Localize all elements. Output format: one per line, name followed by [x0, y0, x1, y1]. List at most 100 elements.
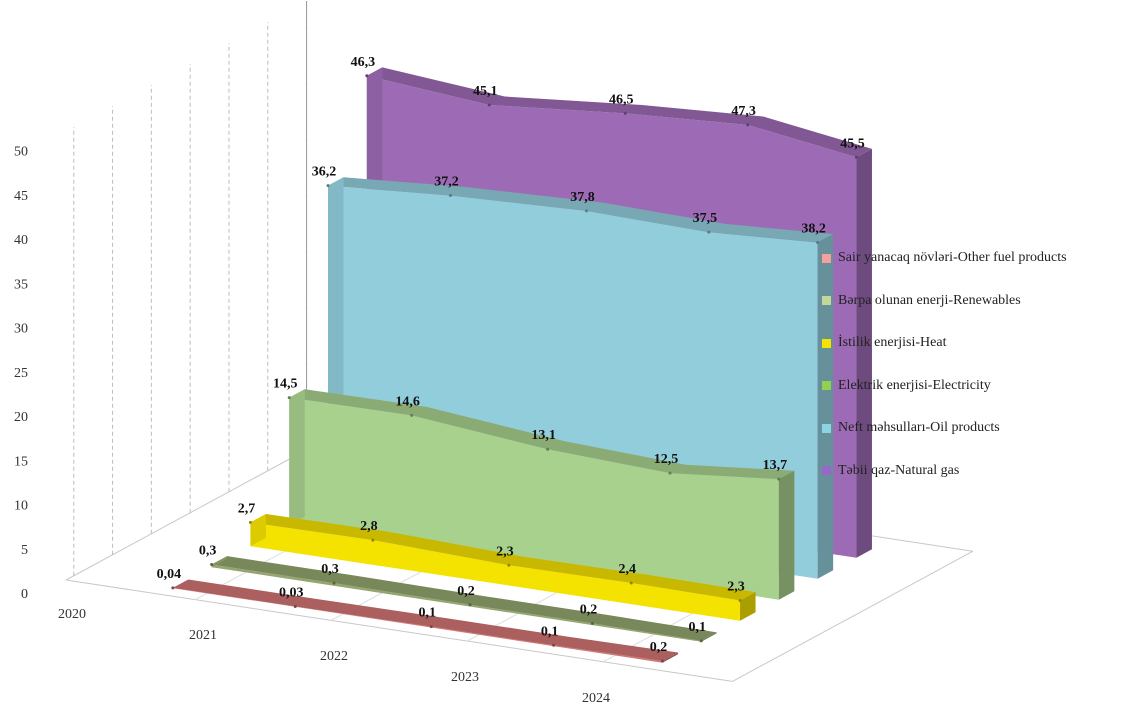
data-label: 37,8	[570, 190, 595, 205]
data-label: 0,03	[279, 586, 304, 601]
data-point	[487, 103, 491, 107]
data-label: 13,1	[531, 428, 556, 443]
data-point	[468, 603, 472, 607]
legend-item: İstilik enerjisi-Heat	[822, 333, 1132, 353]
data-point	[854, 155, 858, 159]
data-point	[287, 396, 291, 400]
series-4	[248, 514, 756, 621]
data-label: 2,3	[496, 544, 514, 559]
data-label: 38,2	[801, 222, 826, 237]
legend-item: Elektrik enerjisi-Electricity	[822, 376, 1132, 396]
plot-area	[171, 67, 872, 663]
series-top-face	[211, 556, 717, 641]
y-tick-label: 10	[14, 499, 28, 514]
series-top-face	[172, 579, 678, 661]
data-label: 37,2	[434, 174, 459, 189]
legend-swatch	[822, 253, 831, 263]
data-point	[293, 605, 297, 609]
y-tick-label: 0	[21, 587, 28, 602]
data-point	[699, 639, 703, 643]
legend-item: Bərpa olunan enerji-Renewables	[822, 291, 1132, 311]
data-label: 47,3	[731, 104, 756, 119]
data-label: 0,3	[321, 562, 339, 577]
data-point	[171, 586, 175, 590]
data-point	[816, 241, 820, 245]
series-6	[171, 579, 678, 663]
y-axis: 0 5 10 15 20 25 30 35 40 45 50	[14, 145, 28, 603]
series-side-face	[289, 389, 305, 526]
y-tick-label: 5	[21, 543, 28, 558]
data-point	[210, 563, 214, 567]
series-side-face	[172, 579, 189, 589]
legend-item: Sair yanacaq növləri-Other fuel products	[822, 248, 1132, 268]
legend: Sair yanacaq növləri-Other fuel products…	[822, 248, 1132, 503]
data-labels: 46,3 45,1 46,5 47,3 45,5 36,2 37,2 37,8 37,5 38,2…	[157, 55, 865, 655]
x-tick-label: 2022	[320, 649, 348, 664]
legend-label: Elektrik enerjisi-Electricity	[838, 377, 991, 393]
legend-label: Neft məhsulları-Oil products	[838, 420, 1000, 435]
data-point	[248, 520, 252, 524]
x-axis: 2020 2021 2022 2023 2024	[58, 607, 610, 706]
data-point	[448, 193, 452, 197]
x-tick-label: 2020	[58, 607, 86, 622]
floor-front-edge	[65, 579, 733, 682]
data-point	[332, 581, 336, 585]
data-point	[365, 74, 369, 78]
data-point	[429, 625, 433, 629]
data-label: 0,3	[199, 544, 217, 559]
legend-swatch	[822, 423, 831, 433]
series-top-face	[328, 177, 834, 243]
floor-right-edge	[732, 550, 974, 682]
legend-label: Bərpa olunan enerji-Renewables	[838, 292, 1021, 308]
legend-label: Sair yanacaq növləri-Other fuel products	[838, 250, 1067, 265]
data-point	[584, 209, 588, 213]
legend-swatch	[822, 338, 831, 348]
legend-item: Təbii qaz-Natural gas	[822, 461, 1132, 481]
y-tick-label: 40	[14, 233, 28, 248]
legend-label: İstilik enerjisi-Heat	[838, 335, 947, 350]
data-point	[660, 659, 664, 663]
data-point	[738, 598, 742, 602]
series-front-face	[289, 397, 779, 600]
data-label: 0,1	[688, 620, 706, 635]
data-point	[507, 563, 511, 567]
y-tick-label: 35	[14, 277, 28, 292]
x-tick-label: 2024	[582, 691, 610, 706]
legend-swatch	[822, 296, 831, 305]
data-label: 0,2	[457, 584, 475, 599]
floor-side-edge	[65, 449, 307, 581]
series-front-face	[250, 522, 741, 621]
series-5	[210, 556, 717, 643]
y-tick-label: 20	[14, 410, 28, 425]
data-point	[746, 123, 750, 127]
data-label: 36,2	[312, 165, 337, 180]
data-label: 45,1	[473, 84, 498, 99]
data-label: 2,8	[360, 519, 378, 534]
legend-swatch	[822, 381, 831, 390]
series-end-face	[856, 148, 872, 558]
data-label: 2,3	[727, 579, 745, 594]
series-top-face	[366, 67, 872, 158]
data-label: 2,4	[618, 562, 636, 577]
y-tick-label: 45	[14, 189, 28, 204]
data-label: 12,5	[654, 452, 679, 467]
data-label: 13,7	[763, 458, 788, 473]
data-label: 46,3	[351, 55, 376, 70]
data-point	[552, 643, 556, 647]
data-point	[668, 471, 672, 475]
data-label: 2,7	[238, 501, 256, 516]
x-tick-label: 2023	[451, 670, 479, 685]
x-tick-label: 2021	[189, 628, 217, 643]
data-label: 45,5	[840, 136, 865, 151]
data-point	[777, 477, 781, 481]
legend-item: Neft məhsulları-Oil products	[822, 418, 1132, 438]
series-end-face	[817, 234, 834, 579]
y-tick-label: 15	[14, 454, 28, 469]
y-tick-label: 30	[14, 322, 28, 337]
series-3	[287, 389, 795, 600]
legend-label: Təbii qaz-Natural gas	[838, 462, 960, 478]
data-label: 14,6	[395, 394, 420, 409]
series-top-face	[289, 389, 795, 480]
series-end-face	[701, 632, 717, 642]
